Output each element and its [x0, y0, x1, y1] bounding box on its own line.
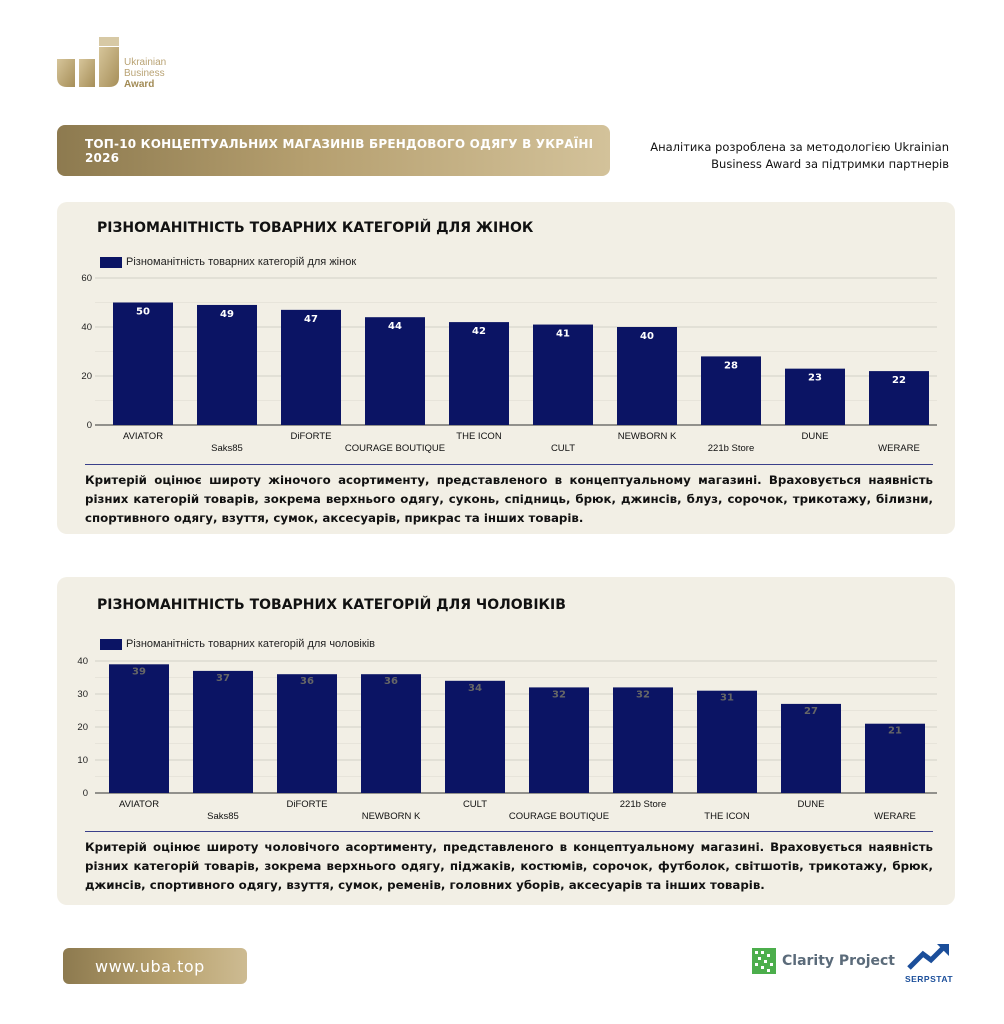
legend-label: Різноманітність товарних категорій для ч… [126, 638, 375, 650]
x-tick-label: AVIATOR [119, 799, 159, 810]
bar [617, 327, 677, 425]
data-label: 36 [300, 676, 314, 687]
bar [533, 324, 593, 425]
x-tick-label: DUNE [802, 431, 829, 442]
data-label: 37 [216, 673, 230, 684]
x-tick-label: COURAGE BOUTIQUE [345, 443, 445, 454]
data-label: 40 [640, 331, 654, 342]
data-label: 49 [220, 309, 234, 320]
x-tick-label: THE ICON [456, 431, 502, 442]
y-tick-label: 0 [83, 788, 88, 799]
y-tick-label: 60 [81, 273, 92, 284]
data-label: 41 [556, 329, 570, 340]
x-tick-label: DUNE [798, 799, 825, 810]
logo-line-2: Business [124, 68, 165, 79]
data-label: 32 [636, 689, 650, 700]
website-link[interactable]: www.uba.top [63, 948, 247, 984]
logo-line-1: Ukrainian [124, 57, 167, 68]
bar [197, 304, 257, 425]
logo-wordmark: Ukrainian Business Award [124, 57, 166, 90]
x-tick-label: WERARE [874, 811, 916, 822]
x-tick-label: NEWBORN K [362, 811, 421, 822]
legend-swatch [100, 256, 122, 268]
x-tick-label: NEWBORN K [618, 431, 677, 442]
women-bar-chart: 0 20 40 60 50 AVIATOR 49 Saks85 47 DiFORTE 44 COURA… [81, 273, 937, 454]
y-tick-label: 10 [77, 755, 88, 766]
clarity-project-name: Clarity Project [782, 953, 895, 969]
x-tick-label: AVIATOR [123, 431, 163, 442]
data-label: 39 [132, 666, 146, 677]
bar [701, 356, 761, 425]
bar [445, 680, 505, 793]
y-tick-label: 30 [77, 689, 88, 700]
y-tick-label: 20 [81, 371, 92, 382]
y-tick-label: 40 [77, 656, 88, 667]
men-chart-card: РІЗНОМАНІТНІСТЬ ТОВАРНИХ КАТЕГОРІЙ ДЛЯ Ч… [57, 577, 955, 905]
serpstat-icon [907, 944, 949, 970]
bar [281, 309, 341, 425]
legend-label: Різноманітність товарних категорій для ж… [126, 256, 357, 268]
serpstat-name: SERPSTAT [904, 974, 954, 984]
x-tick-label: THE ICON [704, 811, 750, 822]
data-label: 47 [304, 314, 318, 325]
men-criterion-description: Критерій оцінює широту чоловічого асорти… [85, 831, 933, 895]
bar [529, 687, 589, 793]
data-label: 31 [720, 693, 734, 704]
bar [697, 690, 757, 793]
data-label: 36 [384, 676, 398, 687]
women-chart-title: РІЗНОМАНІТНІСТЬ ТОВАРНИХ КАТЕГОРІЙ ДЛЯ Ж… [97, 220, 534, 236]
data-label: 27 [804, 706, 818, 717]
data-label: 32 [552, 689, 566, 700]
bar [193, 670, 253, 793]
legend-swatch [100, 638, 122, 650]
bar [613, 687, 673, 793]
clarity-project-logo: Clarity Project [752, 948, 895, 974]
page-subtitle: Аналітика розроблена за методологією Ukr… [650, 140, 949, 171]
y-tick-label: 40 [81, 322, 92, 333]
bar [785, 368, 845, 425]
x-tick-label: Saks85 [207, 811, 239, 822]
y-tick-label: 20 [77, 722, 88, 733]
bar [109, 664, 169, 793]
page-title: ТОП-10 КОНЦЕПТУАЛЬНИХ МАГАЗИНІВ БРЕНДОВО… [85, 136, 594, 165]
men-chart-legend: Різноманітність товарних категорій для ч… [100, 638, 375, 650]
data-label: 42 [472, 326, 486, 337]
clarity-project-icon [752, 948, 776, 974]
data-label: 28 [724, 360, 738, 371]
data-label: 34 [468, 683, 482, 694]
page-title-banner: ТОП-10 КОНЦЕПТУАЛЬНИХ МАГАЗИНІВ БРЕНДОВО… [57, 125, 610, 176]
website-url[interactable]: www.uba.top [95, 956, 205, 976]
bar [361, 674, 421, 793]
data-label: 50 [136, 307, 150, 318]
data-label: 44 [388, 321, 402, 332]
data-label: 21 [888, 726, 902, 737]
ukrainian-business-award-logo [57, 37, 119, 87]
women-chart-card: РІЗНОМАНІТНІСТЬ ТОВАРНИХ КАТЕГОРІЙ ДЛЯ Ж… [57, 202, 955, 534]
bar [449, 322, 509, 425]
x-tick-label: CULT [551, 443, 575, 454]
x-tick-label: Saks85 [211, 443, 243, 454]
x-tick-label: 221b Store [620, 799, 666, 810]
x-tick-label: DiFORTE [291, 431, 332, 442]
serpstat-logo: SERPSTAT [899, 942, 959, 984]
x-tick-label: CULT [463, 799, 487, 810]
bar [113, 302, 173, 425]
x-tick-label: 221b Store [708, 443, 754, 454]
men-chart-title: РІЗНОМАНІТНІСТЬ ТОВАРНИХ КАТЕГОРІЙ ДЛЯ Ч… [97, 597, 566, 613]
women-criterion-description: Критерій оцінює широту жіночого асортиме… [85, 464, 933, 528]
bar [277, 674, 337, 793]
bar [781, 703, 841, 793]
data-label: 22 [892, 375, 906, 386]
data-label: 23 [808, 373, 822, 384]
logo-line-3: Award [124, 79, 155, 90]
x-tick-label: COURAGE BOUTIQUE [509, 811, 609, 822]
x-tick-label: DiFORTE [287, 799, 328, 810]
x-tick-label: WERARE [878, 443, 920, 454]
bar [865, 723, 925, 793]
y-tick-label: 0 [87, 420, 92, 431]
bar [365, 317, 425, 425]
bar [869, 371, 929, 425]
women-chart-legend: Різноманітність товарних категорій для ж… [100, 256, 356, 268]
men-bar-chart: 0 10 20 30 40 39 AVIATOR 37 Saks85 36 DiFORTE 36 NEW… [77, 656, 937, 822]
